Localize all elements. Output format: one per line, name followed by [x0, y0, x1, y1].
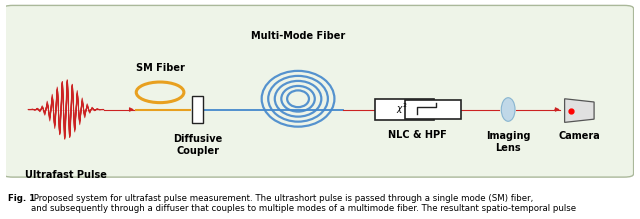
- Text: Imaging
Lens: Imaging Lens: [486, 131, 531, 153]
- Text: Ultrafast Pulse: Ultrafast Pulse: [25, 170, 107, 180]
- Bar: [375, 99, 435, 120]
- Text: Diffusive
Coupler: Diffusive Coupler: [173, 134, 222, 156]
- Text: Fig. 1: Fig. 1: [8, 194, 35, 203]
- Ellipse shape: [501, 98, 515, 121]
- Bar: [404, 100, 461, 119]
- Text: Proposed system for ultrafast pulse measurement. The ultrashort pulse is passed : Proposed system for ultrafast pulse meas…: [31, 194, 576, 213]
- Text: NLC & HPF: NLC & HPF: [388, 131, 447, 140]
- Polygon shape: [564, 99, 594, 122]
- Text: Camera: Camera: [558, 131, 600, 141]
- Text: Multi-Mode Fiber: Multi-Mode Fiber: [251, 31, 345, 41]
- Text: SM Fiber: SM Fiber: [136, 64, 184, 73]
- Bar: [192, 95, 204, 124]
- Text: $\chi^2$: $\chi^2$: [396, 101, 407, 116]
- FancyBboxPatch shape: [3, 5, 634, 177]
